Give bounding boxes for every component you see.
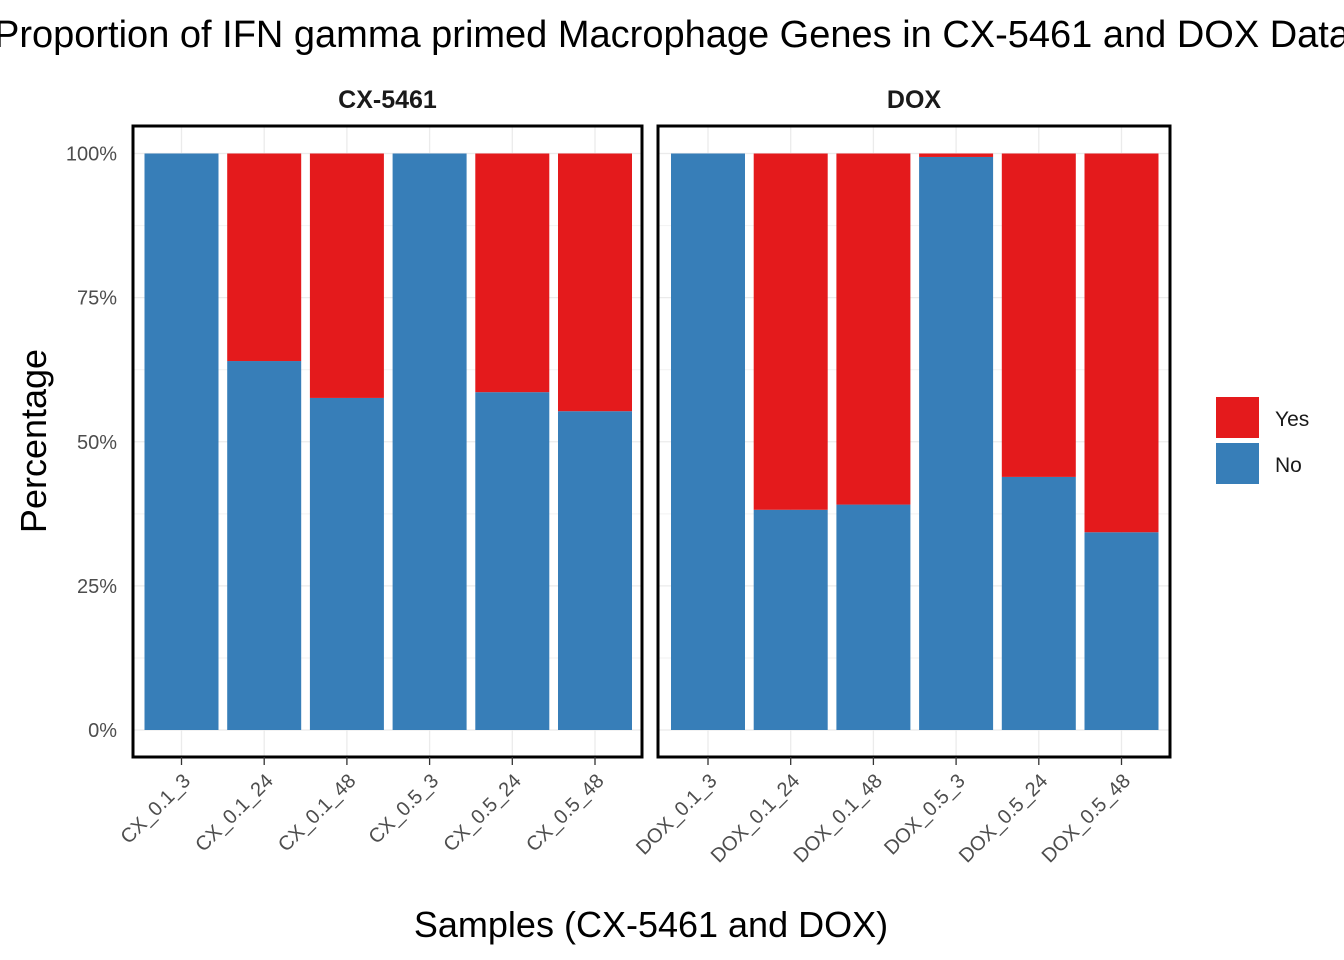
panel-frame-cx-5461	[131, 124, 644, 759]
panel-frames	[131, 124, 1172, 759]
bar-cx-5461-CX_0.5_24-no	[475, 392, 550, 730]
legend-label-yes: Yes	[1275, 408, 1309, 431]
x-tick-label-DOX_0.1_48: DOX_0.1_48	[790, 770, 887, 867]
legend: Yes No	[1216, 397, 1309, 484]
bar-dox-DOX_0.5_3-no	[919, 156, 994, 731]
bar-cx-5461-CX_0.1_48-no	[309, 397, 384, 730]
bar-dox-DOX_0.1_3-no	[671, 153, 745, 730]
y-axis-title: Percentage	[13, 349, 54, 533]
y-tick-label: 50%	[77, 432, 117, 454]
panel-frame-dox	[656, 124, 1172, 759]
bar-dox-DOX_0.1_48-yes	[836, 153, 911, 505]
x-tick-label-DOX_0.5_3: DOX_0.5_3	[880, 770, 969, 859]
bar-dox-DOX_0.5_24-no	[1001, 476, 1076, 730]
bar-dox-DOX_0.1_48-no	[836, 504, 911, 730]
x-tick-label-CX_0.1_48: CX_0.1_48	[274, 770, 360, 856]
bar-cx-5461-CX_0.5_3-no	[392, 153, 467, 730]
facet-label-dox: DOX	[887, 86, 942, 114]
facet-label-cx-5461: CX-5461	[338, 86, 437, 114]
bar-dox-DOX_0.5_48-yes	[1084, 153, 1159, 533]
x-tick-label-CX_0.1_3: CX_0.1_3	[117, 770, 195, 848]
bar-dox-DOX_0.5_3-yes	[919, 153, 994, 157]
bar-cx-5461-CX_0.1_24-yes	[227, 153, 302, 362]
x-tick-label-DOX_0.1_3: DOX_0.1_3	[632, 770, 721, 859]
x-tick-label-CX_0.1_24: CX_0.1_24	[191, 770, 277, 856]
bar-dox-DOX_0.1_24-no	[753, 509, 828, 730]
x-tick-label-DOX_0.5_48: DOX_0.5_48	[1038, 770, 1135, 867]
chart-title: Proportion of IFN gamma primed Macrophag…	[0, 14, 1344, 56]
legend-key-no	[1216, 443, 1259, 484]
legend-key-yes	[1216, 397, 1259, 438]
x-tick-label-CX_0.5_3: CX_0.5_3	[365, 770, 443, 848]
y-tick-label: 75%	[77, 288, 117, 310]
bar-cx-5461-CX_0.5_48-yes	[558, 153, 632, 412]
bar-cx-5461-CX_0.5_48-no	[558, 411, 632, 730]
bar-cx-5461-CX_0.1_24-no	[227, 361, 302, 730]
x-tick-label-CX_0.5_24: CX_0.5_24	[440, 770, 526, 856]
bar-dox-DOX_0.5_24-yes	[1001, 153, 1076, 477]
bar-cx-5461-CX_0.5_24-yes	[475, 153, 550, 393]
y-tick-label: 0%	[88, 720, 117, 742]
y-tick-label: 25%	[77, 576, 117, 598]
bar-cx-5461-CX_0.1_3-no	[144, 153, 219, 730]
bar-dox-DOX_0.5_48-no	[1084, 532, 1159, 730]
bar-dox-DOX_0.1_24-yes	[753, 153, 828, 510]
legend-label-no: No	[1275, 454, 1302, 477]
bar-cx-5461-CX_0.1_48-yes	[309, 153, 384, 398]
x-tick-label-CX_0.5_48: CX_0.5_48	[522, 770, 608, 856]
bars	[144, 153, 1159, 731]
y-tick-label: 100%	[66, 144, 117, 166]
x-axis-title: Samples (CX-5461 and DOX)	[414, 904, 888, 945]
